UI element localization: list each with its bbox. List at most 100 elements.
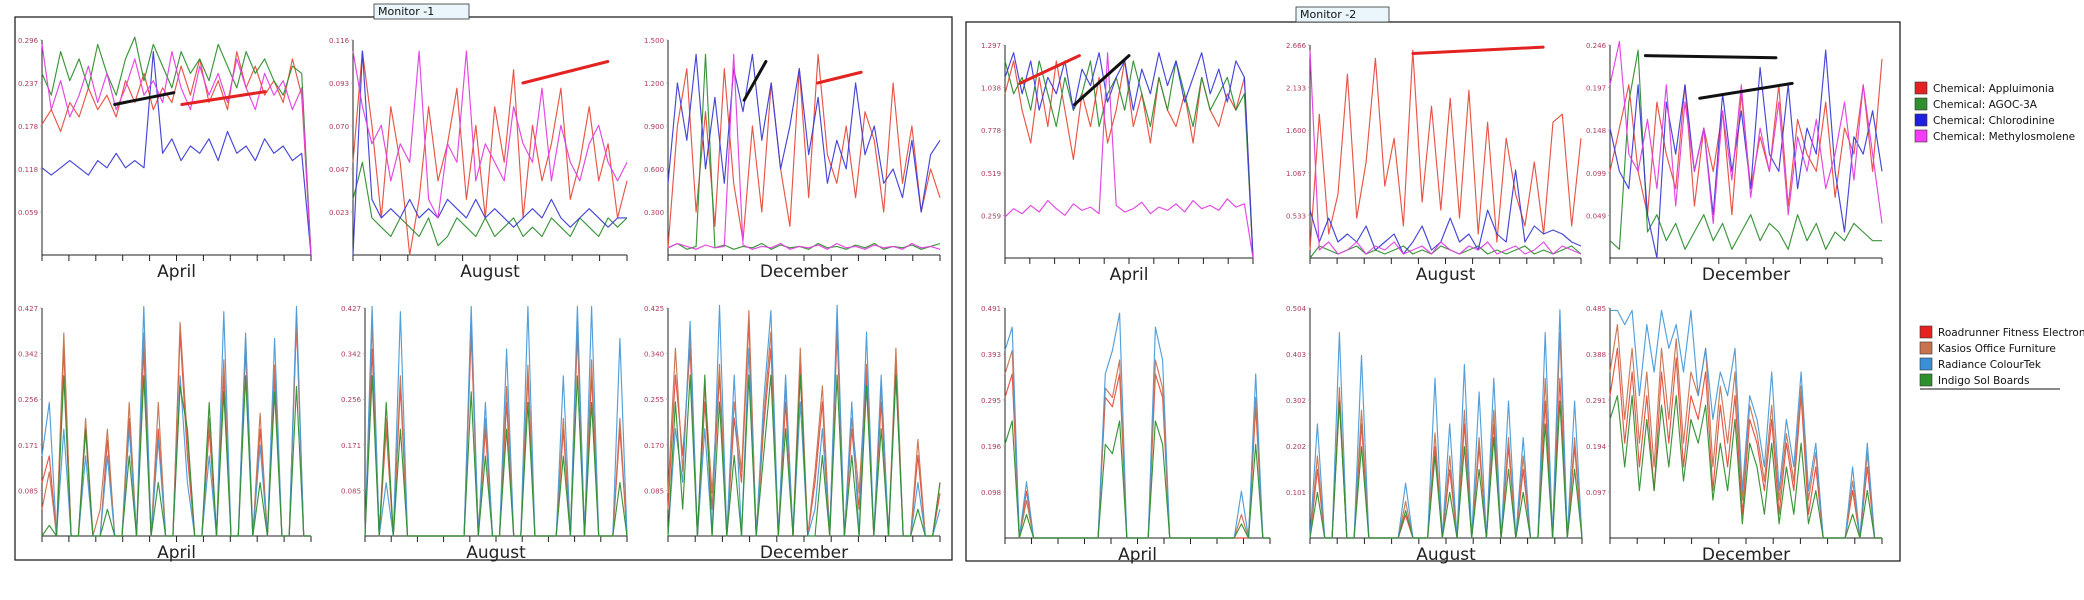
y-tick-label: 0.093 xyxy=(329,80,349,88)
x-month-label: April xyxy=(157,543,196,563)
y-tick-label: 0.099 xyxy=(1586,170,1606,178)
legend-swatch xyxy=(1919,341,1933,355)
series-line-4 xyxy=(667,53,941,250)
series-line-2 xyxy=(352,161,628,247)
chart-panel-5: 0.427 0.342 0.256 0.171 0.085 August xyxy=(341,305,628,563)
y-tick-label: 0.340 xyxy=(644,351,664,359)
x-month-label: December xyxy=(1702,545,1790,565)
legend-swatch xyxy=(1914,97,1928,111)
chart-panel-6: 0.485 0.388 0.291 0.194 0.097 December xyxy=(1586,305,1883,565)
x-month-label: August xyxy=(1416,545,1476,565)
chart-panel-4: 0.427 0.342 0.256 0.171 0.085 April xyxy=(18,305,312,563)
legend-swatch xyxy=(1919,373,1933,387)
series-line-1 xyxy=(1004,373,1270,539)
y-tick-label: 0.059 xyxy=(18,209,38,217)
y-tick-label: 1.600 xyxy=(1286,127,1306,135)
y-tick-label: 0.291 xyxy=(1586,397,1606,405)
x-month-label: December xyxy=(1702,265,1790,285)
monitor-1: Monitor -1 0.296 0.237 0.178 0.118 0.059 April… xyxy=(14,3,953,563)
y-tick-label: 0.295 xyxy=(981,397,1001,405)
legend-label: Chemical: Methylosmolene xyxy=(1933,131,2075,143)
monitor-2: Monitor -2 1.297 1.038 0.778 0.519 0.259 April… xyxy=(965,6,1901,565)
series-line-2 xyxy=(667,310,941,537)
monitor-title-box xyxy=(373,3,470,20)
x-month-label: April xyxy=(1110,265,1149,285)
y-tick-label: 0.070 xyxy=(329,123,349,131)
legend-label: Kasios Office Furniture xyxy=(1938,343,2056,355)
series-line-4 xyxy=(1609,395,1882,539)
annotation-line-2 xyxy=(1698,81,1794,100)
chart-panel-2: 0.116 0.093 0.070 0.047 0.023 August xyxy=(329,37,628,282)
annotation-line-1 xyxy=(1018,54,1081,85)
series-line-4 xyxy=(41,375,311,537)
monitor-title: Monitor -1 xyxy=(378,5,434,18)
y-tick-label: 0.194 xyxy=(1586,443,1607,451)
y-tick-label: 0.600 xyxy=(644,166,664,174)
legend-label: Chemical: Appluimonia xyxy=(1933,83,2054,95)
legend-item: Chemical: Methylosmolene xyxy=(1914,129,2075,143)
chart-panel-4: 0.491 0.393 0.295 0.196 0.098 April xyxy=(981,305,1271,565)
legend-item: Roadrunner Fitness Electronics xyxy=(1919,325,2084,339)
legend-label: Radiance ColourTek xyxy=(1938,359,2042,371)
x-month-label: December xyxy=(760,262,848,282)
series-line-1 xyxy=(667,53,941,248)
y-tick-label: 0.259 xyxy=(981,212,1001,220)
series-line-3 xyxy=(1004,52,1254,259)
y-tick-label: 0.085 xyxy=(341,487,361,495)
monitors-layer: Monitor -1 0.296 0.237 0.178 0.118 0.059 April… xyxy=(14,3,1901,565)
series-line-2 xyxy=(1309,245,1582,259)
series-line-4 xyxy=(667,374,941,537)
series-line-2 xyxy=(1609,49,1882,250)
y-tick-label: 0.170 xyxy=(644,442,664,450)
y-tick-label: 0.047 xyxy=(329,166,349,174)
y-tick-label: 0.296 xyxy=(18,37,39,45)
y-tick-label: 0.023 xyxy=(329,209,349,217)
y-tick-label: 0.202 xyxy=(1286,443,1306,451)
chart-panel-3: 0.246 0.197 0.148 0.099 0.049 December xyxy=(1586,40,1883,285)
y-tick-label: 0.491 xyxy=(981,305,1001,313)
chart-panel-3: 1.500 1.200 0.900 0.600 0.300 December xyxy=(644,37,941,282)
series-line-2 xyxy=(1609,324,1882,539)
y-tick-label: 0.237 xyxy=(18,80,38,88)
monitor-title-box xyxy=(1295,6,1390,23)
chart-panel-1: 0.296 0.237 0.178 0.118 0.059 April xyxy=(18,36,312,282)
y-tick-label: 0.403 xyxy=(1286,351,1306,359)
legends-layer: Chemical: Appluimonia Chemical: AGOC-3A Ch… xyxy=(1914,81,2084,390)
monitor-frame xyxy=(965,21,1901,562)
legend-item: Kasios Office Furniture xyxy=(1919,341,2056,355)
y-tick-label: 0.116 xyxy=(329,37,350,45)
series-line-3 xyxy=(1609,49,1883,259)
series-line-3 xyxy=(667,53,941,213)
chart-panel-6: 0.425 0.340 0.255 0.170 0.085 December xyxy=(644,304,941,563)
chart-panel-5: 0.504 0.403 0.302 0.202 0.101 August xyxy=(1286,305,1583,565)
y-tick-label: 0.302 xyxy=(1286,397,1306,405)
series-line-2 xyxy=(1004,350,1270,539)
series-line-2 xyxy=(41,316,311,537)
y-tick-label: 0.196 xyxy=(981,443,1002,451)
annotation-line-1 xyxy=(1643,54,1778,60)
series-line-3 xyxy=(1004,312,1270,539)
y-tick-label: 0.427 xyxy=(18,305,38,313)
x-month-label: December xyxy=(760,543,848,563)
y-tick-label: 0.300 xyxy=(644,209,664,217)
series-line-1 xyxy=(1004,60,1254,259)
chart-panel-2: 2.666 2.133 1.600 1.067 0.533 August xyxy=(1286,42,1582,285)
y-tick-label: 1.067 xyxy=(1286,170,1306,178)
y-tick-label: 0.085 xyxy=(644,487,664,495)
y-tick-label: 0.342 xyxy=(18,351,38,359)
y-tick-label: 0.171 xyxy=(341,442,361,450)
y-tick-label: 0.425 xyxy=(644,305,664,313)
y-tick-label: 0.388 xyxy=(1586,351,1606,359)
y-tick-label: 0.778 xyxy=(981,127,1001,135)
series-line-1 xyxy=(41,51,312,256)
y-tick-label: 0.485 xyxy=(1586,305,1606,313)
legend-label: Chemical: Chlorodinine xyxy=(1933,115,2055,127)
y-tick-label: 0.171 xyxy=(18,442,38,450)
legend-item: Chemical: Chlorodinine xyxy=(1914,113,2055,127)
y-tick-label: 0.342 xyxy=(341,351,361,359)
x-month-label: August xyxy=(466,543,526,563)
y-tick-label: 0.393 xyxy=(981,351,1001,359)
legend-label: Roadrunner Fitness Electronics xyxy=(1938,327,2084,339)
annotation-line-2 xyxy=(816,70,863,85)
series-line-3 xyxy=(364,305,628,537)
